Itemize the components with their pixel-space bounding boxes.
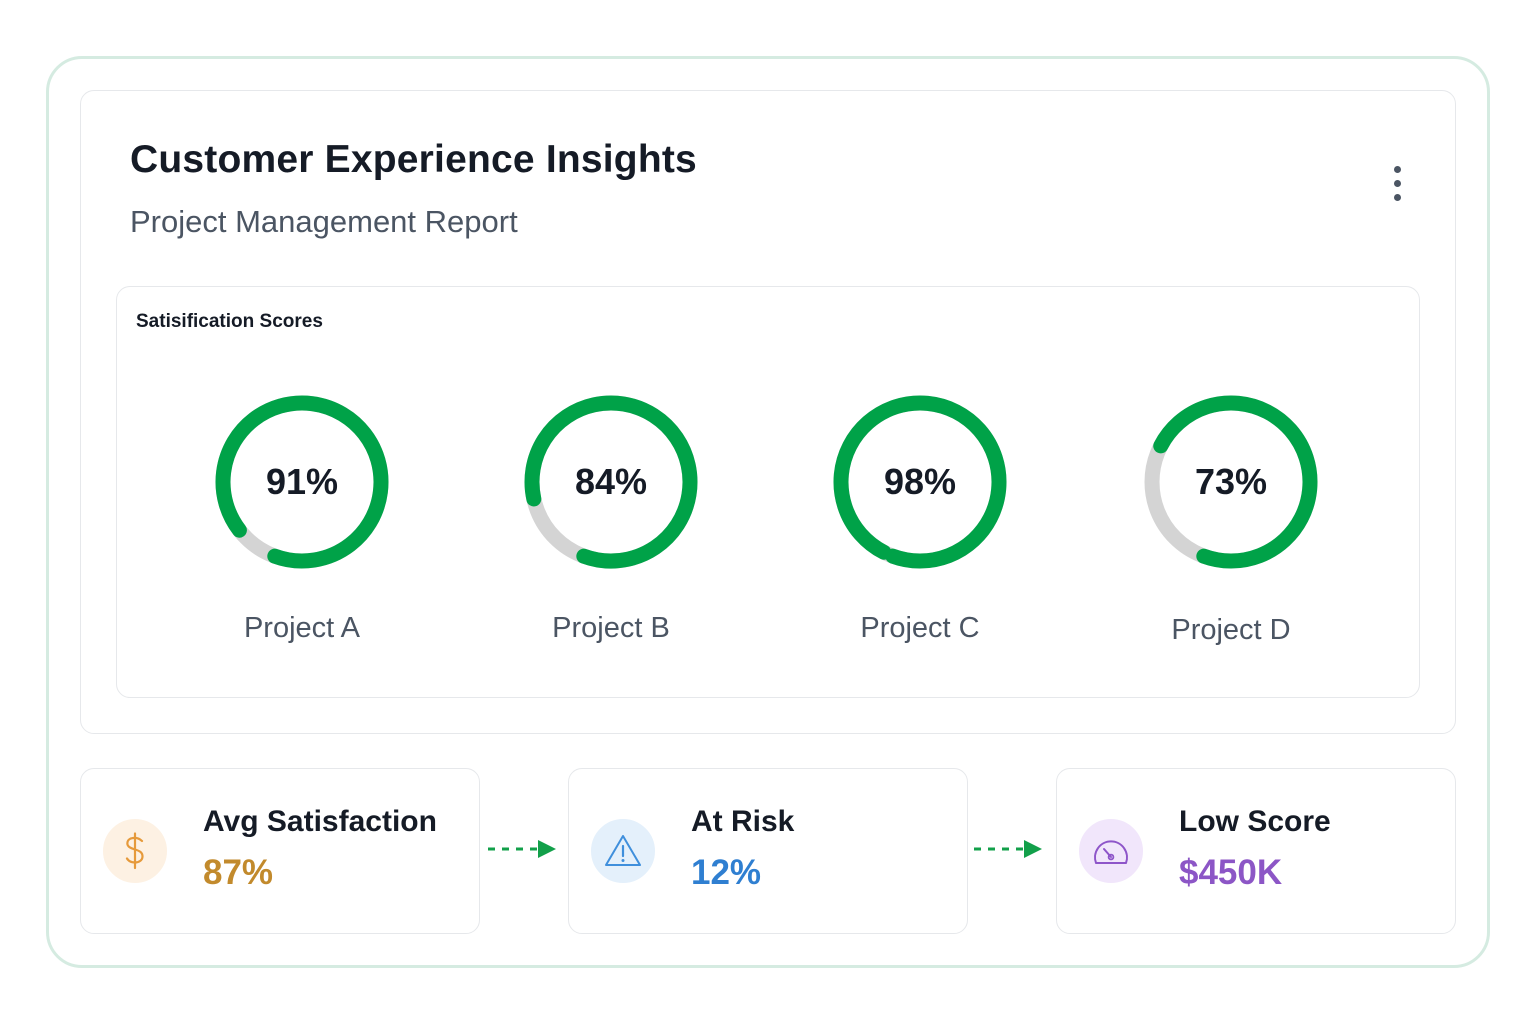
more-options-button[interactable] xyxy=(1380,160,1414,206)
stat-label: At Risk xyxy=(691,805,795,838)
speedometer-icon xyxy=(1079,819,1143,883)
warning-icon xyxy=(591,819,655,883)
gauge-value: 73% xyxy=(1194,461,1268,502)
gauge-label: Project D xyxy=(1171,614,1291,646)
flow-arrow-1 xyxy=(488,840,556,858)
more-vertical-icon xyxy=(1393,165,1401,173)
stat-label: Avg Satisfaction xyxy=(203,805,437,838)
gauge-value: 91% xyxy=(265,461,339,502)
gauge-2: 84% xyxy=(521,392,701,572)
stat-card-low-score: Low Score $450K xyxy=(1056,768,1456,934)
satisfaction-chart-card xyxy=(116,286,1420,698)
page-title: Customer Experience Insights xyxy=(130,138,697,181)
stat-card-avg-satisfaction: Avg Satisfaction 87% xyxy=(80,768,480,934)
stat-value: 12% xyxy=(691,853,762,892)
gauge-arc xyxy=(1144,395,1318,569)
chart-title: Satisification Scores xyxy=(136,311,323,332)
page-subtitle: Project Management Report xyxy=(130,204,518,239)
gauge-arc xyxy=(833,395,1007,569)
gauge-label: Project A xyxy=(243,612,361,644)
stat-label: Low Score xyxy=(1179,805,1331,838)
gauge-value: 84% xyxy=(574,461,648,502)
flow-arrow-2 xyxy=(974,840,1042,858)
gauge-4: 73% xyxy=(1141,392,1321,572)
stat-card-at-risk: At Risk 12% xyxy=(568,768,968,934)
gauge-value: 98% xyxy=(883,461,957,502)
stat-value: 87% xyxy=(203,853,274,892)
gauge-arc xyxy=(524,395,698,569)
gauge-label: Project C xyxy=(860,612,980,644)
gauge-1: 91% xyxy=(212,392,392,572)
gauge-arc xyxy=(215,395,389,569)
more-vertical-icon-dot xyxy=(1393,193,1401,201)
gauge-label: Project B xyxy=(552,612,670,644)
dollar-icon xyxy=(103,819,167,883)
more-vertical-icon-dot xyxy=(1393,179,1401,187)
gauge-3: 98% xyxy=(830,392,1010,572)
stat-value: $450K xyxy=(1179,853,1283,892)
